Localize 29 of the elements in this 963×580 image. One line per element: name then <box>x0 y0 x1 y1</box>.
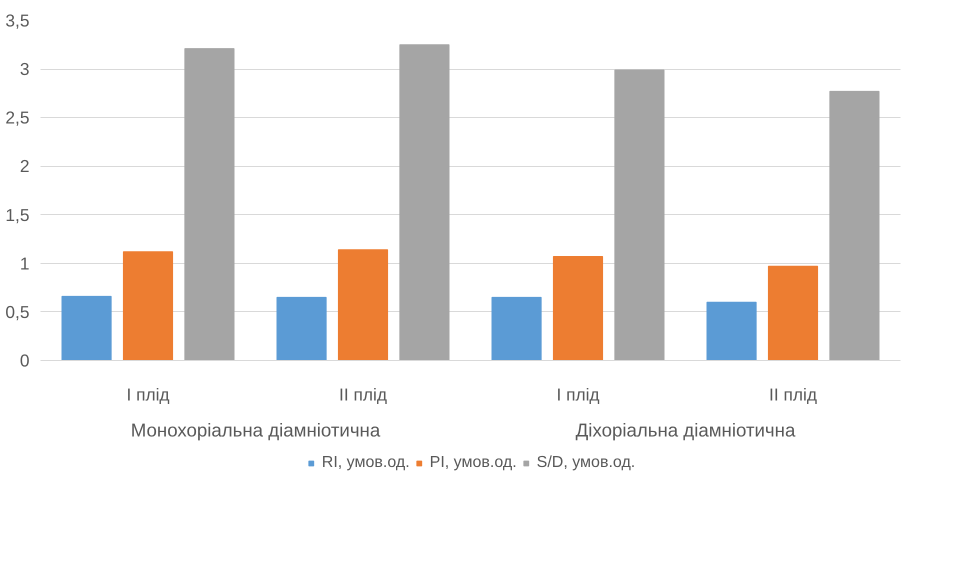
y-tick-label: 1 <box>20 253 30 274</box>
y-tick-label: 0,5 <box>5 302 30 322</box>
bar <box>276 296 327 360</box>
y-tick-label: 1,5 <box>5 204 30 225</box>
bar <box>829 90 880 360</box>
bar <box>552 256 604 360</box>
legend-label: S/D, умов.од. <box>536 454 636 472</box>
x-tick-label: II плід <box>339 384 387 404</box>
text: Монохоріальна діамніотична <box>130 420 381 440</box>
bar <box>184 48 234 360</box>
y-tick-label: 0 <box>20 350 30 370</box>
x-tick-label: I плід <box>126 384 170 404</box>
bar <box>492 296 542 360</box>
bar <box>62 296 112 360</box>
legend-label: RI, умов.од. <box>322 454 410 472</box>
y-tick-label: 2 <box>20 156 30 176</box>
bar <box>706 302 757 360</box>
legend-label: PI, умов.од. <box>430 454 517 472</box>
bar <box>338 249 388 360</box>
bar <box>122 251 174 360</box>
y-tick-label: 3,5 <box>5 10 30 30</box>
x-tick-label: II плід <box>769 384 817 404</box>
bar <box>768 266 818 360</box>
y-tick-label: 3 <box>20 59 30 80</box>
text: Діхоріальна діамніотична <box>576 420 796 440</box>
y-tick-label: 2,5 <box>5 108 30 128</box>
bar <box>614 70 664 360</box>
x-tick-label: I плід <box>556 384 600 404</box>
bar <box>399 44 450 360</box>
